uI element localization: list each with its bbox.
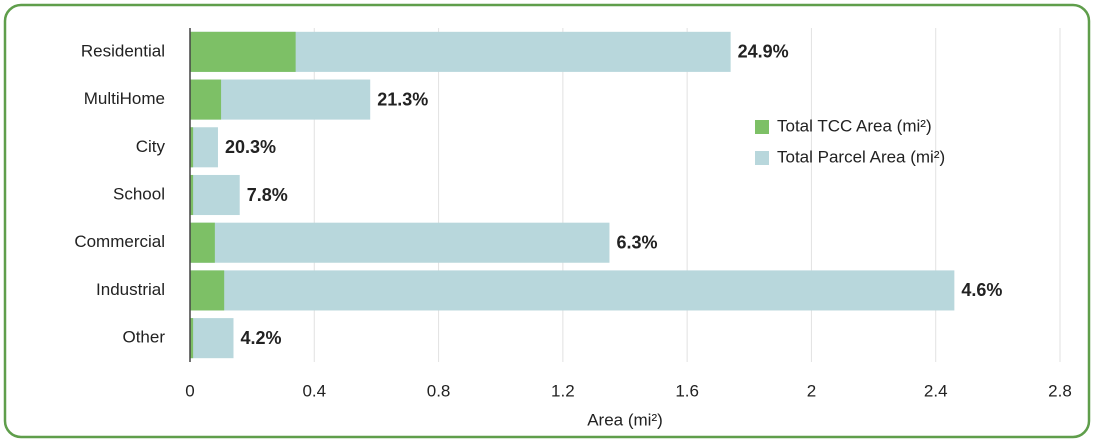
- bar-label: 6.3%: [616, 232, 657, 252]
- bar-label: 7.8%: [247, 185, 288, 205]
- y-tick-label: School: [113, 184, 165, 203]
- bar: [190, 127, 218, 168]
- x-tick-label: 0.4: [302, 381, 326, 400]
- bar: [190, 318, 234, 359]
- x-tick-label: 0.8: [427, 381, 451, 400]
- bar-label: 24.9%: [738, 42, 789, 62]
- bar: [190, 222, 215, 263]
- bar-label: 4.6%: [961, 280, 1002, 300]
- legend-label: Total TCC Area (mi²): [777, 116, 932, 135]
- y-tick-label: MultiHome: [84, 89, 165, 108]
- bar: [190, 79, 222, 120]
- bar-label: 4.2%: [241, 328, 282, 348]
- legend-swatch: [755, 120, 769, 134]
- x-axis-title: Area (mi²): [587, 410, 663, 429]
- x-tick-label: 2.4: [924, 381, 948, 400]
- bar: [190, 174, 194, 216]
- legend-swatch: [755, 151, 769, 165]
- bar: [190, 270, 225, 311]
- bar: [190, 127, 194, 168]
- legend-label: Total Parcel Area (mi²): [777, 147, 945, 166]
- x-tick-label: 1.6: [675, 381, 699, 400]
- bar: [190, 270, 955, 311]
- bar-label: 20.3%: [225, 137, 276, 157]
- bar: [190, 174, 240, 216]
- y-tick-label: Commercial: [74, 232, 165, 251]
- y-tick-label: Residential: [81, 41, 165, 60]
- y-tick-label: Industrial: [96, 280, 165, 299]
- x-tick-label: 2: [807, 381, 816, 400]
- y-tick-label: City: [136, 137, 166, 156]
- bar: [190, 318, 194, 359]
- bar-label: 21.3%: [377, 89, 428, 109]
- y-tick-label: Other: [122, 328, 165, 347]
- x-tick-label: 1.2: [551, 381, 575, 400]
- bar: [190, 31, 296, 72]
- x-tick-label: 2.8: [1048, 381, 1072, 400]
- bar: [190, 222, 610, 263]
- x-tick-label: 0: [185, 381, 194, 400]
